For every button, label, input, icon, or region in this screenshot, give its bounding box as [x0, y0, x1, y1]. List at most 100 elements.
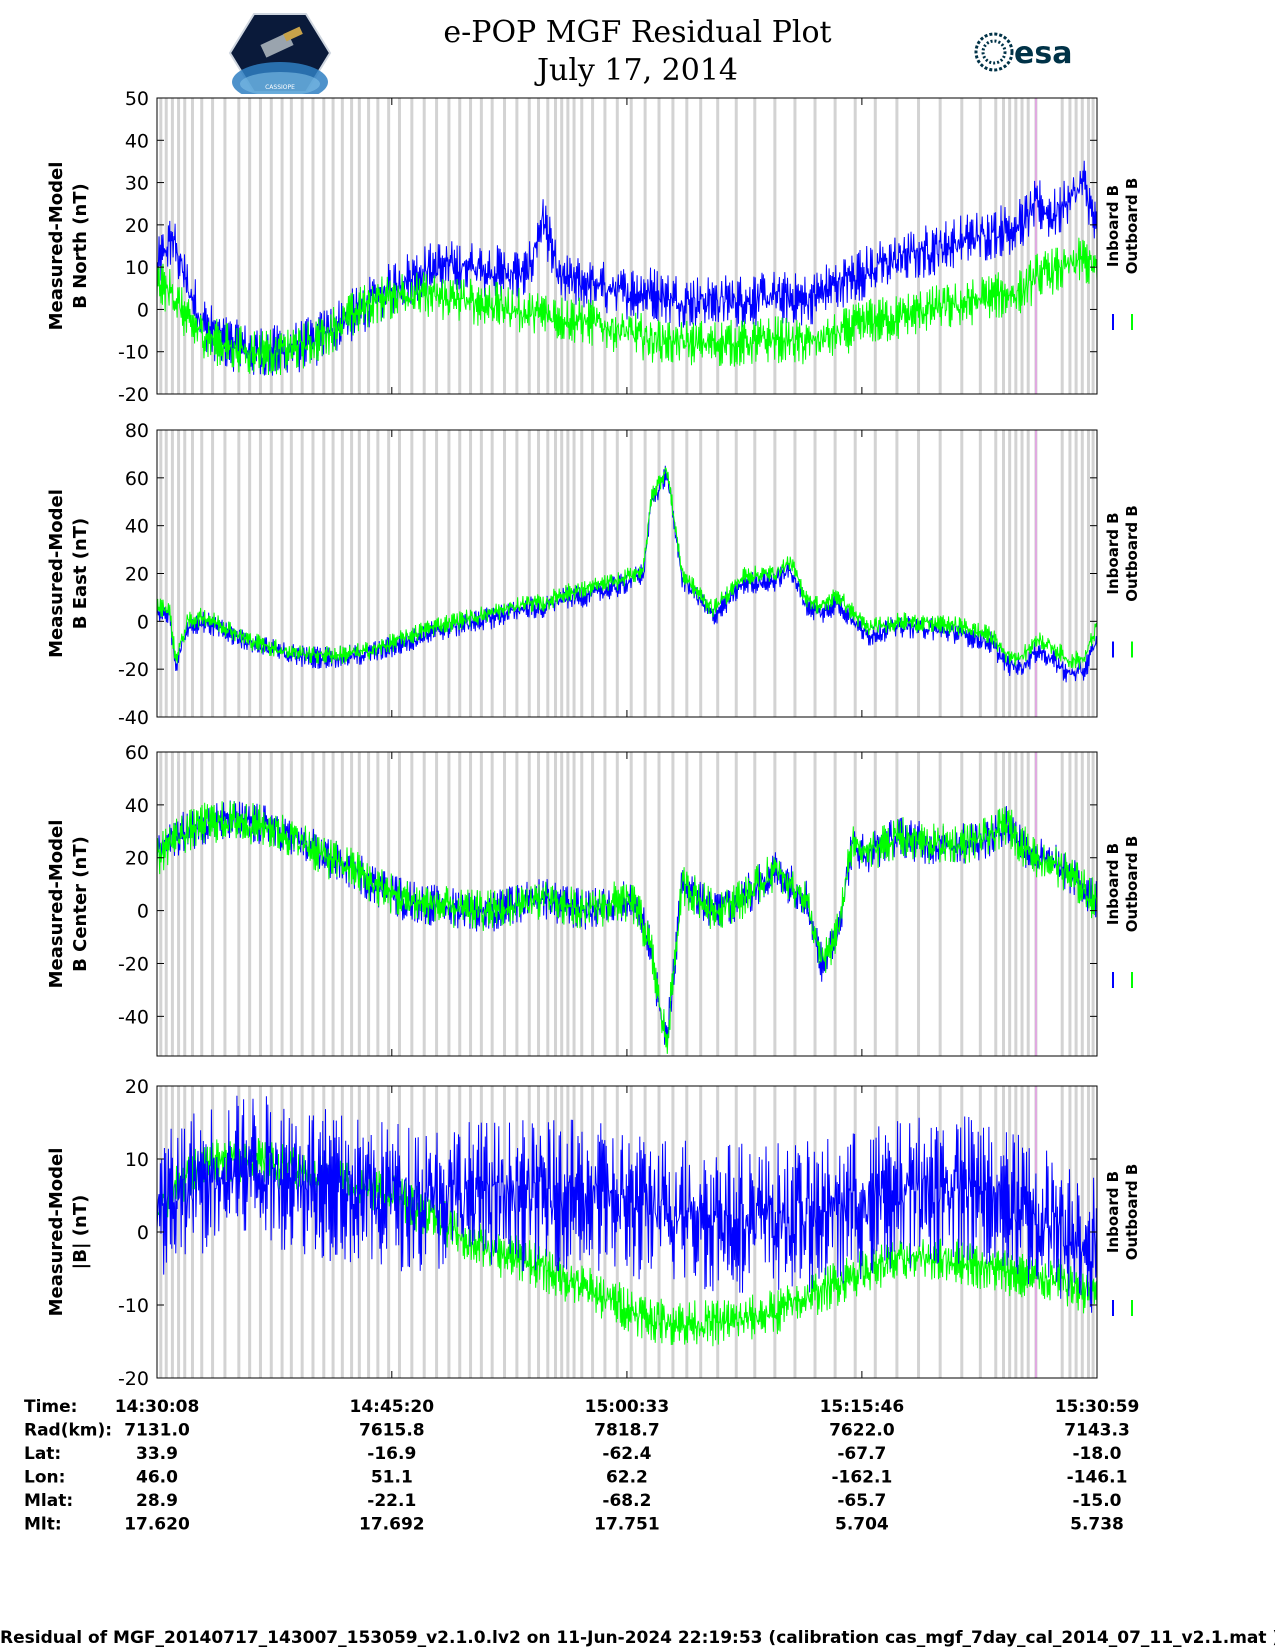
data-gap-band	[190, 752, 194, 1056]
ephemeris-value: 51.1	[371, 1468, 413, 1488]
legend-inboard-label: Inboard B	[1104, 1171, 1122, 1253]
data-gap-band	[1001, 752, 1005, 1056]
data-gap-band	[280, 98, 284, 394]
data-gap-band	[289, 98, 293, 394]
data-gap-band	[895, 1086, 899, 1378]
legend-outboard-label: Outboard B	[1123, 505, 1141, 602]
data-gap-band	[183, 752, 187, 1056]
ephemeris-value: -146.1	[1067, 1468, 1128, 1488]
legend-inboard-label: Inboard B	[1104, 843, 1122, 925]
data-gap-band	[560, 1086, 564, 1378]
data-gap-band	[813, 1086, 817, 1378]
data-gap-band	[410, 98, 414, 394]
data-gap-band	[300, 98, 304, 394]
series-outboard-b	[157, 467, 1097, 669]
data-gap-band	[591, 430, 595, 717]
data-gap-band	[773, 430, 777, 717]
data-gap-band	[643, 1086, 647, 1378]
y-tick-label: 20	[125, 1076, 149, 1098]
data-gap-band	[280, 752, 284, 1056]
data-gap-band	[367, 752, 371, 1056]
data-gap-band	[340, 430, 344, 717]
data-gap-band	[350, 752, 354, 1056]
data-gap-band	[873, 752, 877, 1056]
data-gap-band	[572, 430, 576, 717]
data-gap-band	[873, 1086, 877, 1378]
data-gap-band	[572, 1086, 576, 1378]
data-gap-band	[469, 430, 473, 717]
y-tick-label: 50	[125, 88, 149, 110]
data-gap-band	[1014, 98, 1018, 394]
y-tick-label: 10	[125, 1149, 149, 1171]
ephemeris-value: 5.738	[1070, 1515, 1124, 1535]
data-gap-band	[490, 98, 494, 394]
y-tick-label: 0	[137, 299, 149, 321]
ephemeris-value: 15:15:46	[820, 1397, 905, 1417]
data-gap-band	[490, 430, 494, 717]
title-line-2: July 17, 2014	[536, 53, 739, 88]
data-gap-band	[367, 1086, 371, 1378]
data-gap-band	[237, 1086, 241, 1378]
legend-outboard-label: Outboard B	[1123, 836, 1141, 933]
data-gap-band	[978, 1086, 982, 1378]
ephemeris-value: -65.7	[837, 1491, 886, 1511]
data-gap-band	[960, 752, 964, 1056]
data-gap-band	[1074, 430, 1078, 717]
data-gap-band	[258, 1086, 262, 1378]
ephemeris-value: -18.0	[1073, 1444, 1122, 1464]
data-gap-band	[223, 98, 227, 394]
data-gap-band	[503, 98, 507, 394]
data-gap-band	[350, 98, 354, 394]
data-gap-band	[580, 98, 584, 394]
data-gap-band	[458, 1086, 462, 1378]
data-gap-band	[376, 98, 380, 394]
data-gap-band	[1074, 1086, 1078, 1378]
data-gap-band	[895, 98, 899, 394]
panel-2: -40 -20 0 20 40 60 80 Measured-Model B East (nT)…	[46, 420, 1141, 729]
data-gap-band	[350, 430, 354, 717]
y-tick-label: 0	[137, 1222, 149, 1244]
data-gap-band	[671, 752, 675, 1056]
data-gap-band	[387, 752, 391, 1056]
data-gap-band	[895, 752, 899, 1056]
ephemeris-value: 7818.7	[594, 1421, 660, 1441]
data-gap-band	[357, 430, 361, 717]
data-gap-band	[289, 752, 293, 1056]
data-gap-band	[657, 1086, 661, 1378]
data-gap-band	[376, 1086, 380, 1378]
ephemeris-value: -68.2	[602, 1491, 651, 1511]
data-gap-band	[1026, 430, 1030, 717]
ephemeris-value: 15:30:59	[1055, 1397, 1140, 1417]
data-gap-band	[200, 430, 204, 717]
panel-4: -20 -10 0 10 20 Measured-Model |B| (nT) Inboard…	[46, 1076, 1141, 1390]
data-gap-band	[1080, 430, 1084, 717]
data-gap-band	[237, 430, 241, 717]
data-gap-band	[515, 430, 519, 717]
ephemeris-value: 46.0	[136, 1468, 178, 1488]
data-gap-band	[1014, 430, 1018, 717]
data-gap-band	[917, 1086, 921, 1378]
data-gap-band	[560, 430, 564, 717]
y-tick-label: -20	[118, 384, 149, 406]
data-gap-band	[1060, 752, 1064, 1056]
data-gap-band	[211, 752, 215, 1056]
series-outboard-b	[157, 237, 1097, 376]
y-axis-label: B East (nT)	[70, 518, 91, 630]
data-gap-band	[657, 430, 661, 717]
data-gap-band	[177, 98, 181, 394]
y-tick-label: 20	[125, 564, 149, 586]
data-gap-band	[753, 752, 757, 1056]
data-gap-band	[435, 98, 439, 394]
data-gap-band	[643, 430, 647, 717]
y-tick-label: -40	[118, 707, 149, 729]
data-gap-band	[793, 98, 797, 394]
data-gap-band	[994, 752, 998, 1056]
ephemeris-value: 17.692	[359, 1515, 425, 1535]
data-gap-band	[554, 430, 558, 717]
data-gap-band	[258, 752, 262, 1056]
ephemeris-value: 5.704	[835, 1515, 889, 1535]
legend-outboard-label: Outboard B	[1123, 178, 1141, 275]
data-gap-band	[1008, 430, 1012, 717]
data-gap-band	[223, 430, 227, 717]
data-gap-band	[813, 430, 817, 717]
